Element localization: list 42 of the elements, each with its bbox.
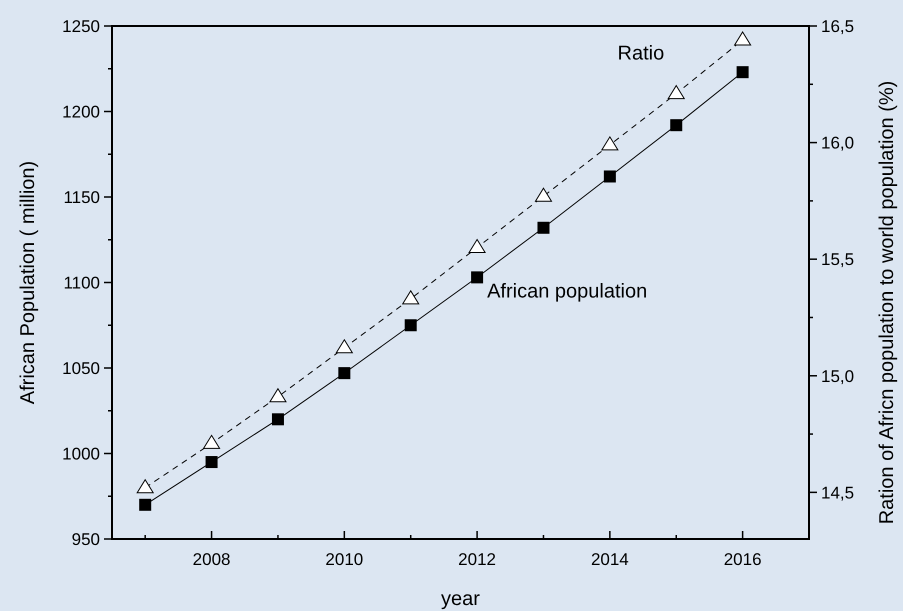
y2-tick-label: 15,0 bbox=[821, 366, 854, 386]
y-tick-label: 1150 bbox=[63, 188, 100, 207]
y-axis-title: African Population ( million) bbox=[17, 160, 39, 404]
y-tick-label: 1250 bbox=[62, 17, 100, 36]
point bbox=[736, 66, 749, 78]
y-tick-label: 1050 bbox=[62, 359, 100, 378]
x-axis-title: year bbox=[441, 588, 480, 610]
point bbox=[338, 367, 350, 380]
series-label: African population bbox=[487, 280, 648, 302]
series-label: Ratio bbox=[618, 42, 664, 65]
point bbox=[734, 31, 752, 46]
y-tick-label: 1200 bbox=[62, 102, 100, 122]
x-tick-label: 2014 bbox=[590, 550, 629, 569]
point bbox=[534, 188, 552, 202]
y-tick-label: 950 bbox=[72, 530, 100, 549]
x-tick-label: 2008 bbox=[192, 550, 230, 569]
point bbox=[670, 119, 682, 132]
y-tick-label: 1100 bbox=[63, 274, 100, 292]
point bbox=[404, 319, 417, 332]
x-tick-label: 2016 bbox=[724, 550, 762, 569]
point bbox=[468, 239, 486, 254]
point bbox=[136, 479, 154, 494]
x-tick-label: 2010 bbox=[325, 550, 364, 569]
y2-tick-label: 15,5 bbox=[821, 250, 854, 270]
point bbox=[471, 271, 484, 284]
point bbox=[203, 434, 220, 449]
y2-tick-label: 16,5 bbox=[821, 17, 854, 36]
y2-axis-title: Ration of Africn population to world population (%) bbox=[876, 80, 898, 524]
point bbox=[139, 498, 152, 511]
point bbox=[668, 85, 685, 100]
point bbox=[336, 339, 353, 354]
y-tick-label: 1000 bbox=[62, 444, 100, 464]
point bbox=[272, 413, 284, 426]
point bbox=[537, 222, 550, 234]
y2-tick-label: 14,5 bbox=[821, 483, 854, 502]
point bbox=[402, 290, 420, 304]
y2-tick-label: 16,0 bbox=[821, 134, 854, 153]
point bbox=[206, 456, 218, 468]
point bbox=[601, 136, 618, 150]
point bbox=[269, 388, 286, 402]
x-tick-label: 2012 bbox=[458, 550, 496, 569]
point bbox=[604, 170, 616, 182]
